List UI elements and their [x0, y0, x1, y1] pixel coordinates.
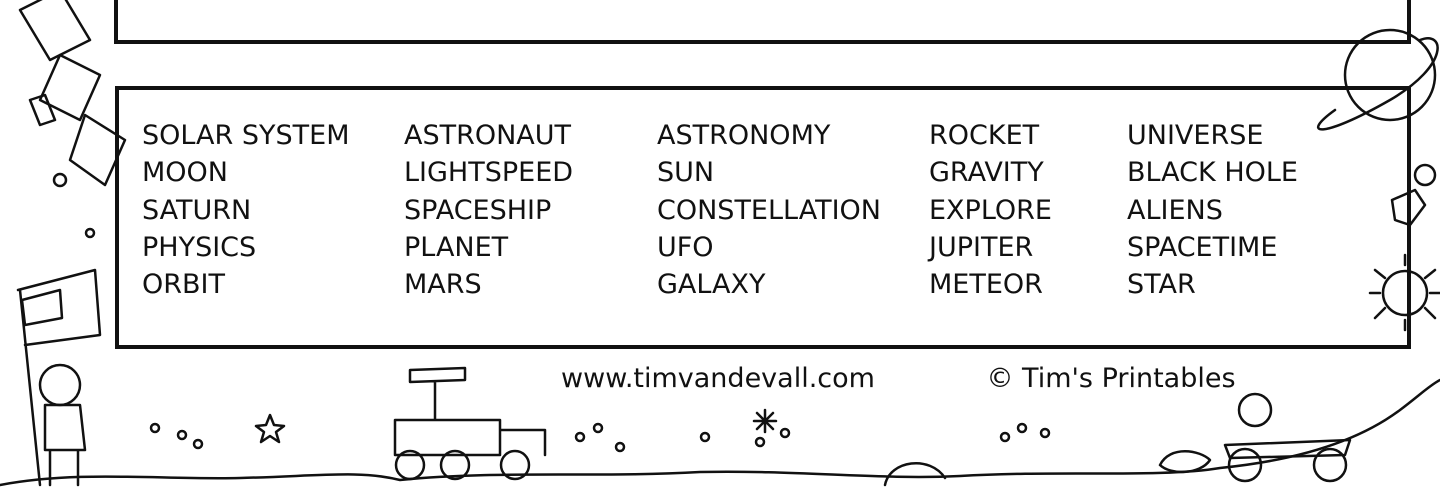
word: STAR: [1127, 269, 1196, 300]
word-list: SOLAR SYSTEM MOON SATURN PHYSICS ORBIT ASTRON…: [142, 120, 1298, 300]
word: SATURN: [142, 195, 251, 226]
word: BLACK HOLE: [1127, 157, 1298, 188]
word: CONSTELLATION: [657, 195, 881, 226]
word: GRAVITY: [929, 157, 1044, 188]
word: UFO: [657, 232, 714, 263]
word: METEOR: [929, 269, 1043, 300]
word: EXPLORE: [929, 195, 1052, 226]
word: MOON: [142, 157, 228, 188]
word: ORBIT: [142, 269, 225, 300]
word: PHYSICS: [142, 232, 256, 263]
copyright: © Tim's Printables: [986, 363, 1235, 394]
worksheet: SOLAR SYSTEM MOON SATURN PHYSICS ORBIT ASTRON…: [0, 0, 1440, 500]
word: SPACESHIP: [404, 195, 551, 226]
word: ROCKET: [929, 120, 1040, 151]
word: ASTRONAUT: [404, 120, 572, 151]
word: SOLAR SYSTEM: [142, 120, 349, 151]
word: JUPITER: [927, 232, 1033, 263]
word: SPACETIME: [1127, 232, 1277, 263]
word: LIGHTSPEED: [404, 157, 573, 188]
website: www.timvandevall.com: [561, 363, 875, 394]
word: UNIVERSE: [1127, 120, 1263, 151]
word: ASTRONOMY: [657, 120, 831, 151]
word: MARS: [404, 269, 482, 300]
word: SUN: [657, 157, 714, 188]
word: ALIENS: [1127, 195, 1223, 226]
word: GALAXY: [657, 269, 766, 300]
puzzle-box: [116, 0, 1409, 42]
word: PLANET: [404, 232, 509, 263]
